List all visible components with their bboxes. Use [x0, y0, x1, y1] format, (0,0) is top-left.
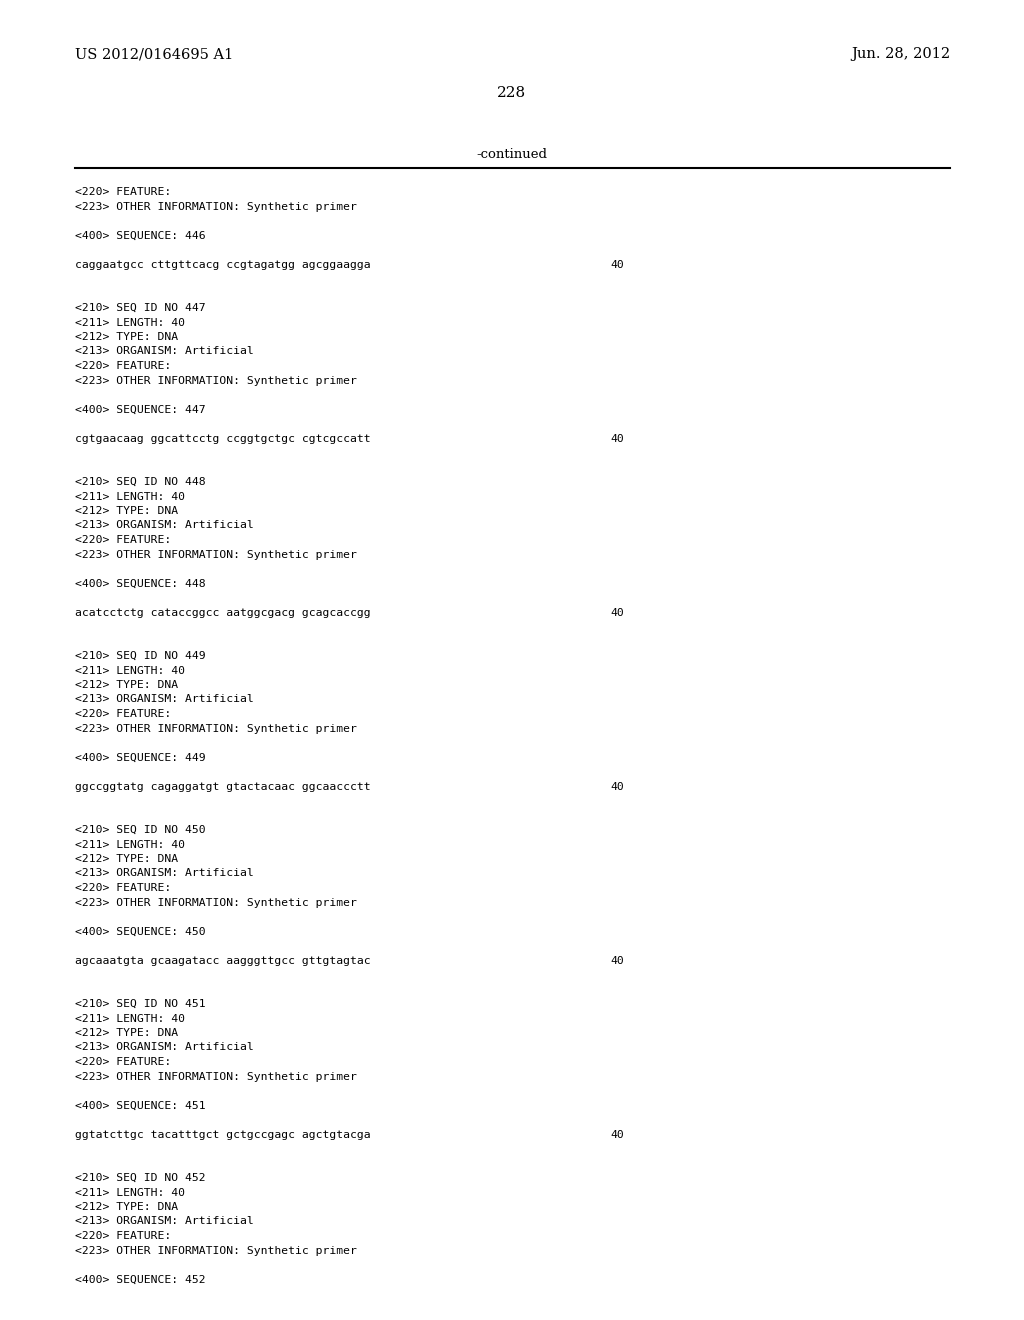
Text: <220> FEATURE:: <220> FEATURE: [75, 535, 171, 545]
Text: agcaaatgta gcaagatacc aagggttgcc gttgtagtac: agcaaatgta gcaagatacc aagggttgcc gttgtag… [75, 956, 371, 965]
Text: <211> LENGTH: 40: <211> LENGTH: 40 [75, 318, 185, 327]
Text: <213> ORGANISM: Artificial: <213> ORGANISM: Artificial [75, 869, 254, 879]
Text: Jun. 28, 2012: Jun. 28, 2012 [851, 48, 950, 61]
Text: <213> ORGANISM: Artificial: <213> ORGANISM: Artificial [75, 694, 254, 705]
Text: 40: 40 [610, 781, 624, 792]
Text: <223> OTHER INFORMATION: Synthetic primer: <223> OTHER INFORMATION: Synthetic prime… [75, 723, 357, 734]
Text: <212> TYPE: DNA: <212> TYPE: DNA [75, 1203, 178, 1212]
Text: <211> LENGTH: 40: <211> LENGTH: 40 [75, 491, 185, 502]
Text: caggaatgcc cttgttcacg ccgtagatgg agcggaagga: caggaatgcc cttgttcacg ccgtagatgg agcggaa… [75, 260, 371, 269]
Text: 40: 40 [610, 956, 624, 965]
Text: ggtatcttgc tacatttgct gctgccgagc agctgtacga: ggtatcttgc tacatttgct gctgccgagc agctgta… [75, 1130, 371, 1139]
Text: <210> SEQ ID NO 448: <210> SEQ ID NO 448 [75, 477, 206, 487]
Text: <223> OTHER INFORMATION: Synthetic primer: <223> OTHER INFORMATION: Synthetic prime… [75, 375, 357, 385]
Text: <400> SEQUENCE: 448: <400> SEQUENCE: 448 [75, 578, 206, 589]
Text: 40: 40 [610, 260, 624, 269]
Text: <210> SEQ ID NO 452: <210> SEQ ID NO 452 [75, 1173, 206, 1183]
Text: <400> SEQUENCE: 451: <400> SEQUENCE: 451 [75, 1101, 206, 1110]
Text: <211> LENGTH: 40: <211> LENGTH: 40 [75, 1014, 185, 1023]
Text: <400> SEQUENCE: 446: <400> SEQUENCE: 446 [75, 231, 206, 240]
Text: <223> OTHER INFORMATION: Synthetic primer: <223> OTHER INFORMATION: Synthetic prime… [75, 1246, 357, 1255]
Text: <223> OTHER INFORMATION: Synthetic primer: <223> OTHER INFORMATION: Synthetic prime… [75, 202, 357, 211]
Text: <210> SEQ ID NO 447: <210> SEQ ID NO 447 [75, 304, 206, 313]
Text: US 2012/0164695 A1: US 2012/0164695 A1 [75, 48, 233, 61]
Text: 40: 40 [610, 1130, 624, 1139]
Text: <212> TYPE: DNA: <212> TYPE: DNA [75, 854, 178, 865]
Text: <223> OTHER INFORMATION: Synthetic primer: <223> OTHER INFORMATION: Synthetic prime… [75, 549, 357, 560]
Text: 40: 40 [610, 433, 624, 444]
Text: <400> SEQUENCE: 452: <400> SEQUENCE: 452 [75, 1275, 206, 1284]
Text: <220> FEATURE:: <220> FEATURE: [75, 1057, 171, 1067]
Text: -continued: -continued [476, 148, 548, 161]
Text: <220> FEATURE:: <220> FEATURE: [75, 360, 171, 371]
Text: <213> ORGANISM: Artificial: <213> ORGANISM: Artificial [75, 346, 254, 356]
Text: <220> FEATURE:: <220> FEATURE: [75, 1232, 171, 1241]
Text: <220> FEATURE:: <220> FEATURE: [75, 709, 171, 719]
Text: <212> TYPE: DNA: <212> TYPE: DNA [75, 680, 178, 690]
Text: cgtgaacaag ggcattcctg ccggtgctgc cgtcgccatt: cgtgaacaag ggcattcctg ccggtgctgc cgtcgcc… [75, 433, 371, 444]
Text: <223> OTHER INFORMATION: Synthetic primer: <223> OTHER INFORMATION: Synthetic prime… [75, 898, 357, 908]
Text: <212> TYPE: DNA: <212> TYPE: DNA [75, 506, 178, 516]
Text: <212> TYPE: DNA: <212> TYPE: DNA [75, 1028, 178, 1038]
Text: <220> FEATURE:: <220> FEATURE: [75, 883, 171, 894]
Text: <400> SEQUENCE: 447: <400> SEQUENCE: 447 [75, 404, 206, 414]
Text: ggccggtatg cagaggatgt gtactacaac ggcaaccctt: ggccggtatg cagaggatgt gtactacaac ggcaacc… [75, 781, 371, 792]
Text: <212> TYPE: DNA: <212> TYPE: DNA [75, 333, 178, 342]
Text: <220> FEATURE:: <220> FEATURE: [75, 187, 171, 197]
Text: <210> SEQ ID NO 451: <210> SEQ ID NO 451 [75, 999, 206, 1008]
Text: <211> LENGTH: 40: <211> LENGTH: 40 [75, 840, 185, 850]
Text: <400> SEQUENCE: 449: <400> SEQUENCE: 449 [75, 752, 206, 763]
Text: <213> ORGANISM: Artificial: <213> ORGANISM: Artificial [75, 1043, 254, 1052]
Text: <211> LENGTH: 40: <211> LENGTH: 40 [75, 665, 185, 676]
Text: <211> LENGTH: 40: <211> LENGTH: 40 [75, 1188, 185, 1197]
Text: <210> SEQ ID NO 450: <210> SEQ ID NO 450 [75, 825, 206, 836]
Text: <210> SEQ ID NO 449: <210> SEQ ID NO 449 [75, 651, 206, 661]
Text: <213> ORGANISM: Artificial: <213> ORGANISM: Artificial [75, 520, 254, 531]
Text: 228: 228 [498, 86, 526, 100]
Text: acatcctctg cataccggcc aatggcgacg gcagcaccgg: acatcctctg cataccggcc aatggcgacg gcagcac… [75, 607, 371, 618]
Text: <400> SEQUENCE: 450: <400> SEQUENCE: 450 [75, 927, 206, 936]
Text: <213> ORGANISM: Artificial: <213> ORGANISM: Artificial [75, 1217, 254, 1226]
Text: <223> OTHER INFORMATION: Synthetic primer: <223> OTHER INFORMATION: Synthetic prime… [75, 1072, 357, 1081]
Text: 40: 40 [610, 607, 624, 618]
